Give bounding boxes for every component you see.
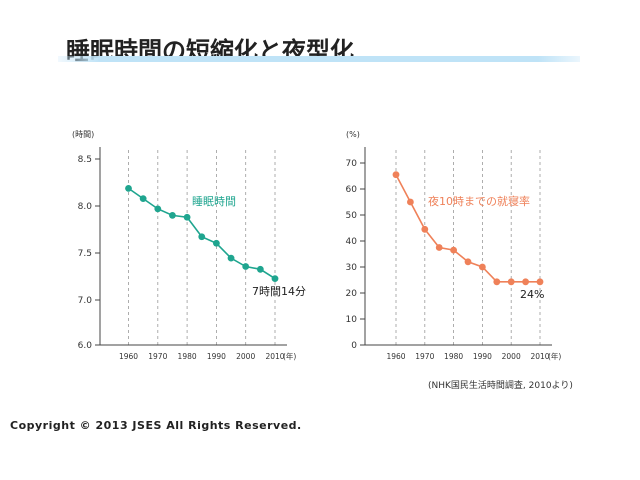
y-tick-label: 10 [346, 315, 358, 325]
value-annotation: 24% [520, 288, 544, 301]
y-tick-label: 30 [346, 263, 358, 273]
y-tick-label: 60 [346, 185, 358, 195]
y-tick-label: 70 [346, 159, 358, 169]
data-point [227, 254, 235, 262]
y-tick-label: 6.0 [78, 341, 93, 351]
y-tick-label: 20 [346, 289, 358, 299]
value-annotation: 7時間14分 [252, 285, 306, 298]
y-tick-label: 8.0 [78, 202, 93, 212]
data-point [154, 205, 162, 213]
y-tick-label: 40 [346, 237, 358, 247]
x-tick-label: 2000 [236, 352, 255, 361]
series-label: 夜10時までの就寝率 [428, 194, 530, 208]
x-tick-label: 1980 [178, 352, 197, 361]
series-line [395, 174, 540, 283]
data-point [522, 278, 529, 286]
data-point [493, 278, 501, 286]
sleep-duration-chart: (時間) 8.5 8.0 7.5 7.0 6.0 1960 1970 1980 1990 2000 2… [72, 130, 306, 361]
data-point [435, 244, 443, 251]
data-point [450, 246, 457, 254]
data-point [536, 278, 544, 286]
data-point [507, 278, 515, 286]
y-tick-label: 50 [346, 211, 358, 221]
data-point [479, 263, 486, 271]
x-tick-label: 1990 [207, 352, 226, 361]
data-point [421, 225, 429, 233]
data-point [213, 239, 220, 247]
data-point [183, 213, 191, 221]
data-point [256, 265, 264, 273]
y-tick-label: 7.0 [78, 296, 93, 306]
x-axis-unit: (年) [548, 351, 561, 361]
data-point [125, 185, 132, 192]
x-tick-label: 2010 [530, 352, 549, 361]
copyright-notice: Copyright © 2013 JSES All Rights Reserve… [10, 419, 302, 432]
x-tick-label: 2010 [265, 352, 284, 361]
y-tick-label: 8.5 [78, 155, 92, 165]
title-underline [58, 56, 580, 62]
x-tick-label: 1990 [473, 352, 492, 361]
data-point [407, 198, 414, 206]
source-note: (NHK国民生活時間調査, 2010より) [428, 381, 573, 391]
data-point [464, 258, 472, 266]
data-point [242, 263, 250, 270]
data-point [198, 233, 206, 241]
x-tick-label: 1960 [386, 352, 405, 361]
y-tick-label: 0 [351, 341, 357, 351]
data-point [169, 211, 176, 219]
x-tick-label: 1980 [444, 352, 463, 361]
y-axis-unit: (時間) [72, 130, 94, 139]
y-axis-unit: (%) [346, 130, 360, 139]
x-tick-label: 1970 [415, 352, 434, 361]
x-tick-label: 2000 [502, 352, 521, 361]
data-point [271, 275, 279, 283]
data-point [139, 195, 147, 203]
series-label: 睡眠時間 [192, 195, 236, 208]
y-tick-label: 7.5 [78, 249, 92, 259]
data-point [392, 171, 400, 179]
x-axis-unit: (年) [283, 351, 296, 361]
x-tick-label: 1960 [119, 352, 138, 361]
x-tick-label: 1970 [148, 352, 167, 361]
